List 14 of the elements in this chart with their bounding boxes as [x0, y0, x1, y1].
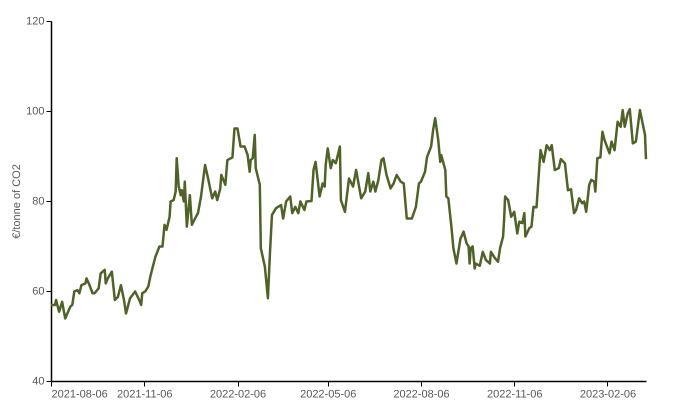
x-tick-label: 2022-11-06	[487, 388, 542, 400]
y-tick-label: 100	[26, 106, 44, 118]
y-tick-label: 80	[32, 196, 44, 208]
line-series	[50, 108, 648, 320]
y-axis-title: €/tonne of CO2	[11, 164, 24, 239]
y-tick-label: 40	[32, 376, 44, 388]
x-tick-label: 2022-02-06	[210, 388, 266, 400]
y-tick-label: 120	[26, 16, 44, 28]
x-tick-label: 2021-08-06	[52, 388, 108, 400]
x-tick-label: 2022-08-06	[393, 388, 450, 400]
y-tick-label: 60	[32, 286, 44, 298]
x-tick-label: 2023-02-06	[580, 388, 636, 400]
x-tick-label: 2022-05-06	[300, 388, 356, 400]
x-tick-label: 2021-11-06	[117, 388, 172, 400]
